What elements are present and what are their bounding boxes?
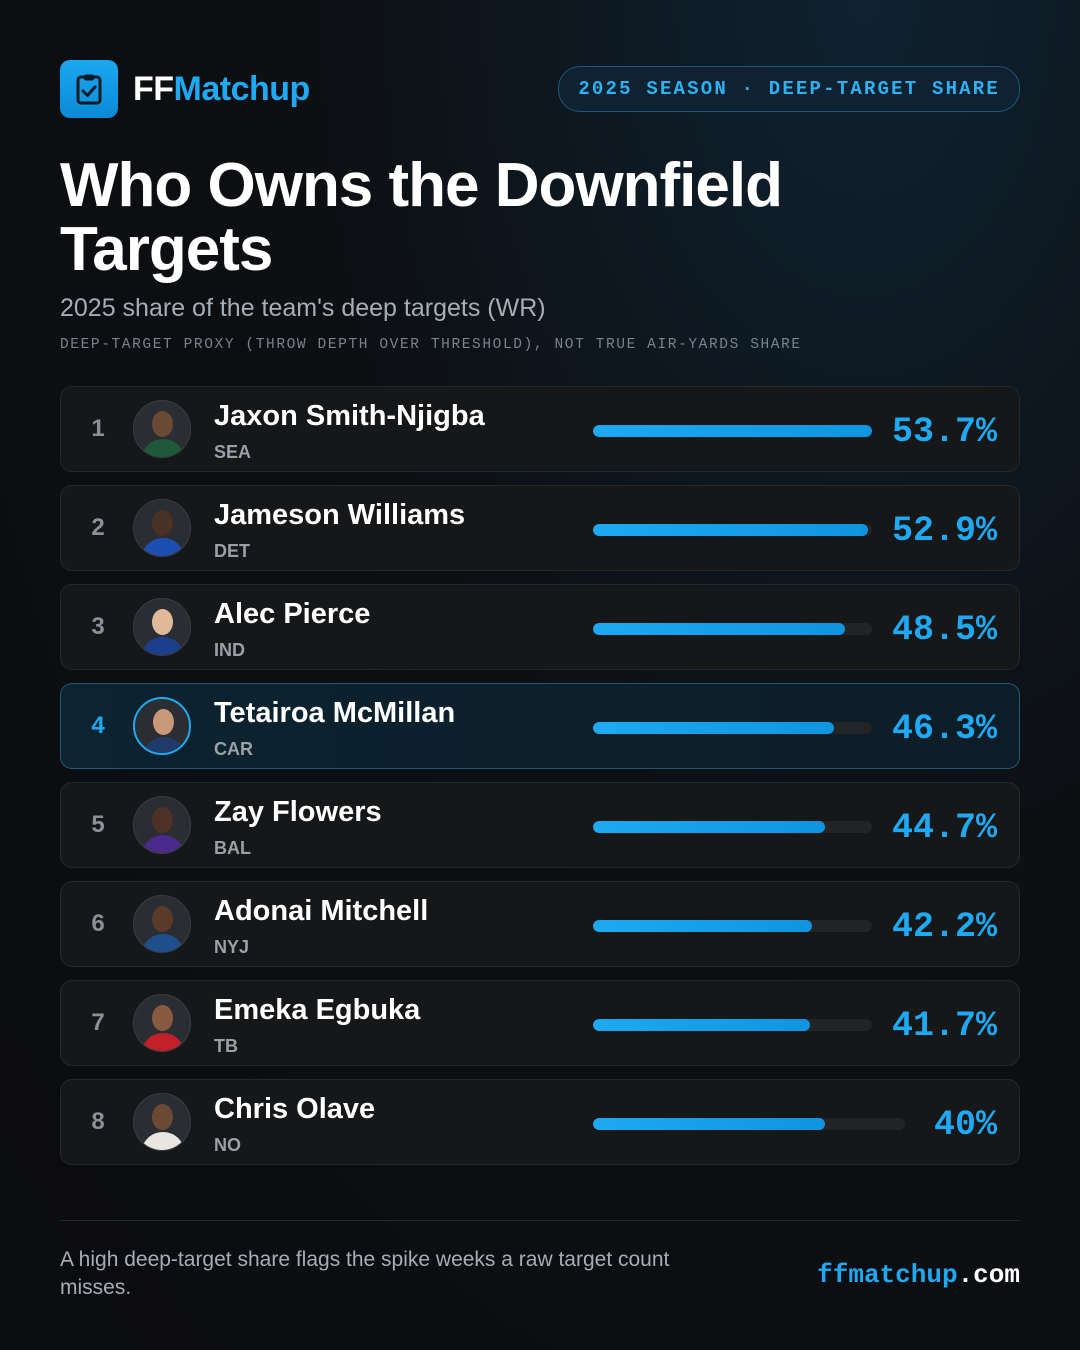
player-name: Emeka Egbuka [214,994,421,1026]
avatar-jersey [141,439,185,457]
player-row: 1 Jaxon Smith-Njigba SEA 53.7% [60,386,1020,472]
player-row: 2 Jameson Williams DET 52.9% [60,485,1020,571]
bar-track [593,1019,872,1031]
team-label: NYJ [214,937,250,957]
team-label: BAL [214,838,251,858]
avatar-jersey [141,934,185,952]
avatar-head [152,1005,173,1031]
bar-mark [593,821,826,833]
player-name: Alec Pierce [214,598,371,630]
bar-mark [593,524,868,536]
team-label: NO [214,1135,241,1155]
bar-track [593,1118,905,1130]
avatar-jersey [141,538,185,556]
player-avatar [133,499,191,557]
season-badge: 2025 SEASON · DEEP-TARGET SHARE [558,66,1020,112]
player-name: Tetairoa McMillan [214,697,456,729]
avatar-jersey [141,637,185,655]
bar-track [593,920,872,932]
brand-name: FFMatchup [133,70,310,108]
bar-track [593,722,872,734]
avatar-jersey [141,1132,185,1150]
avatar-head [152,609,173,635]
player-row: 5 Zay Flowers BAL 44.7% [60,782,1020,868]
avatar-head [152,1104,173,1130]
bar-mark [593,920,813,932]
bar-mark [593,722,834,734]
bar-mark [593,1019,810,1031]
bar-track [593,623,872,635]
rank-label: 2 [91,514,105,541]
player-name: Adonai Mitchell [214,895,429,927]
rank-label: 6 [91,910,105,937]
player-avatar [133,796,191,854]
avatar-jersey [141,835,185,853]
rank-label: 3 [91,613,105,640]
footer-note: A high deep-target share flags the spike… [60,1248,670,1299]
footer-divider [60,1220,1020,1221]
value-label: 41.7% [891,1006,997,1046]
player-avatar [133,400,191,458]
player-name: Zay Flowers [214,796,382,828]
player-row: 4 Tetairoa McMillan CAR 46.3% [60,683,1020,769]
value-label: 53.7% [891,412,997,452]
avatar-head [152,807,173,833]
player-row: 8 Chris Olave NO 40% [60,1079,1020,1165]
avatar-head [152,906,173,932]
chart-subtitle: 2025 share of the team's deep targets (W… [60,294,546,322]
rank-label: 5 [91,811,105,838]
player-avatar [133,598,191,656]
chart-title: Who Owns the Downfield Targets [60,151,783,284]
avatar-head [153,709,174,735]
value-label: 42.2% [891,907,997,947]
bar-track [593,425,872,437]
bar-mark [593,425,872,437]
value-label: 40% [933,1105,997,1145]
rank-label: 1 [91,415,105,442]
value-label: 52.9% [891,511,997,551]
player-avatar [133,994,191,1052]
player-avatar [133,697,191,755]
header: FFMatchup 2025 SEASON · DEEP-TARGET SHAR… [60,60,1020,118]
player-name: Chris Olave [214,1093,376,1125]
bar-mark [593,1118,826,1130]
ranking-list: 1 Jaxon Smith-Njigba SEA 53.7% 2 Jameson Will… [60,386,1020,1178]
clipboard-check-icon [76,74,102,105]
value-label: 48.5% [891,610,997,650]
avatar-jersey [141,1033,185,1051]
player-row: 3 Alec Pierce IND 48.5% [60,584,1020,670]
avatar-head [152,411,173,437]
team-label: TB [214,1036,238,1056]
site-link[interactable]: ffmatchup.com [817,1260,1020,1290]
player-avatar [133,895,191,953]
team-label: IND [214,640,245,660]
bar-mark [593,623,845,635]
player-name: Jameson Williams [214,499,466,531]
team-label: DET [214,541,250,561]
logo [60,60,118,118]
team-label: SEA [214,442,252,462]
player-name: Jaxon Smith-Njigba [214,400,485,432]
value-label: 46.3% [891,709,997,749]
player-row: 7 Emeka Egbuka TB 41.7% [60,980,1020,1066]
player-avatar [133,1093,191,1151]
avatar-jersey [142,737,186,753]
bar-track [593,524,872,536]
rank-label: 7 [91,1009,105,1036]
team-label: CAR [214,739,253,759]
value-label: 44.7% [891,808,997,848]
avatar-head [152,510,173,536]
player-row: 6 Adonai Mitchell NYJ 42.2% [60,881,1020,967]
rank-label: 8 [91,1108,105,1135]
bar-track [593,821,872,833]
rank-label: 4 [91,712,105,739]
methodology-note: DEEP-TARGET PROXY (THROW DEPTH OVER THRE… [60,337,802,353]
